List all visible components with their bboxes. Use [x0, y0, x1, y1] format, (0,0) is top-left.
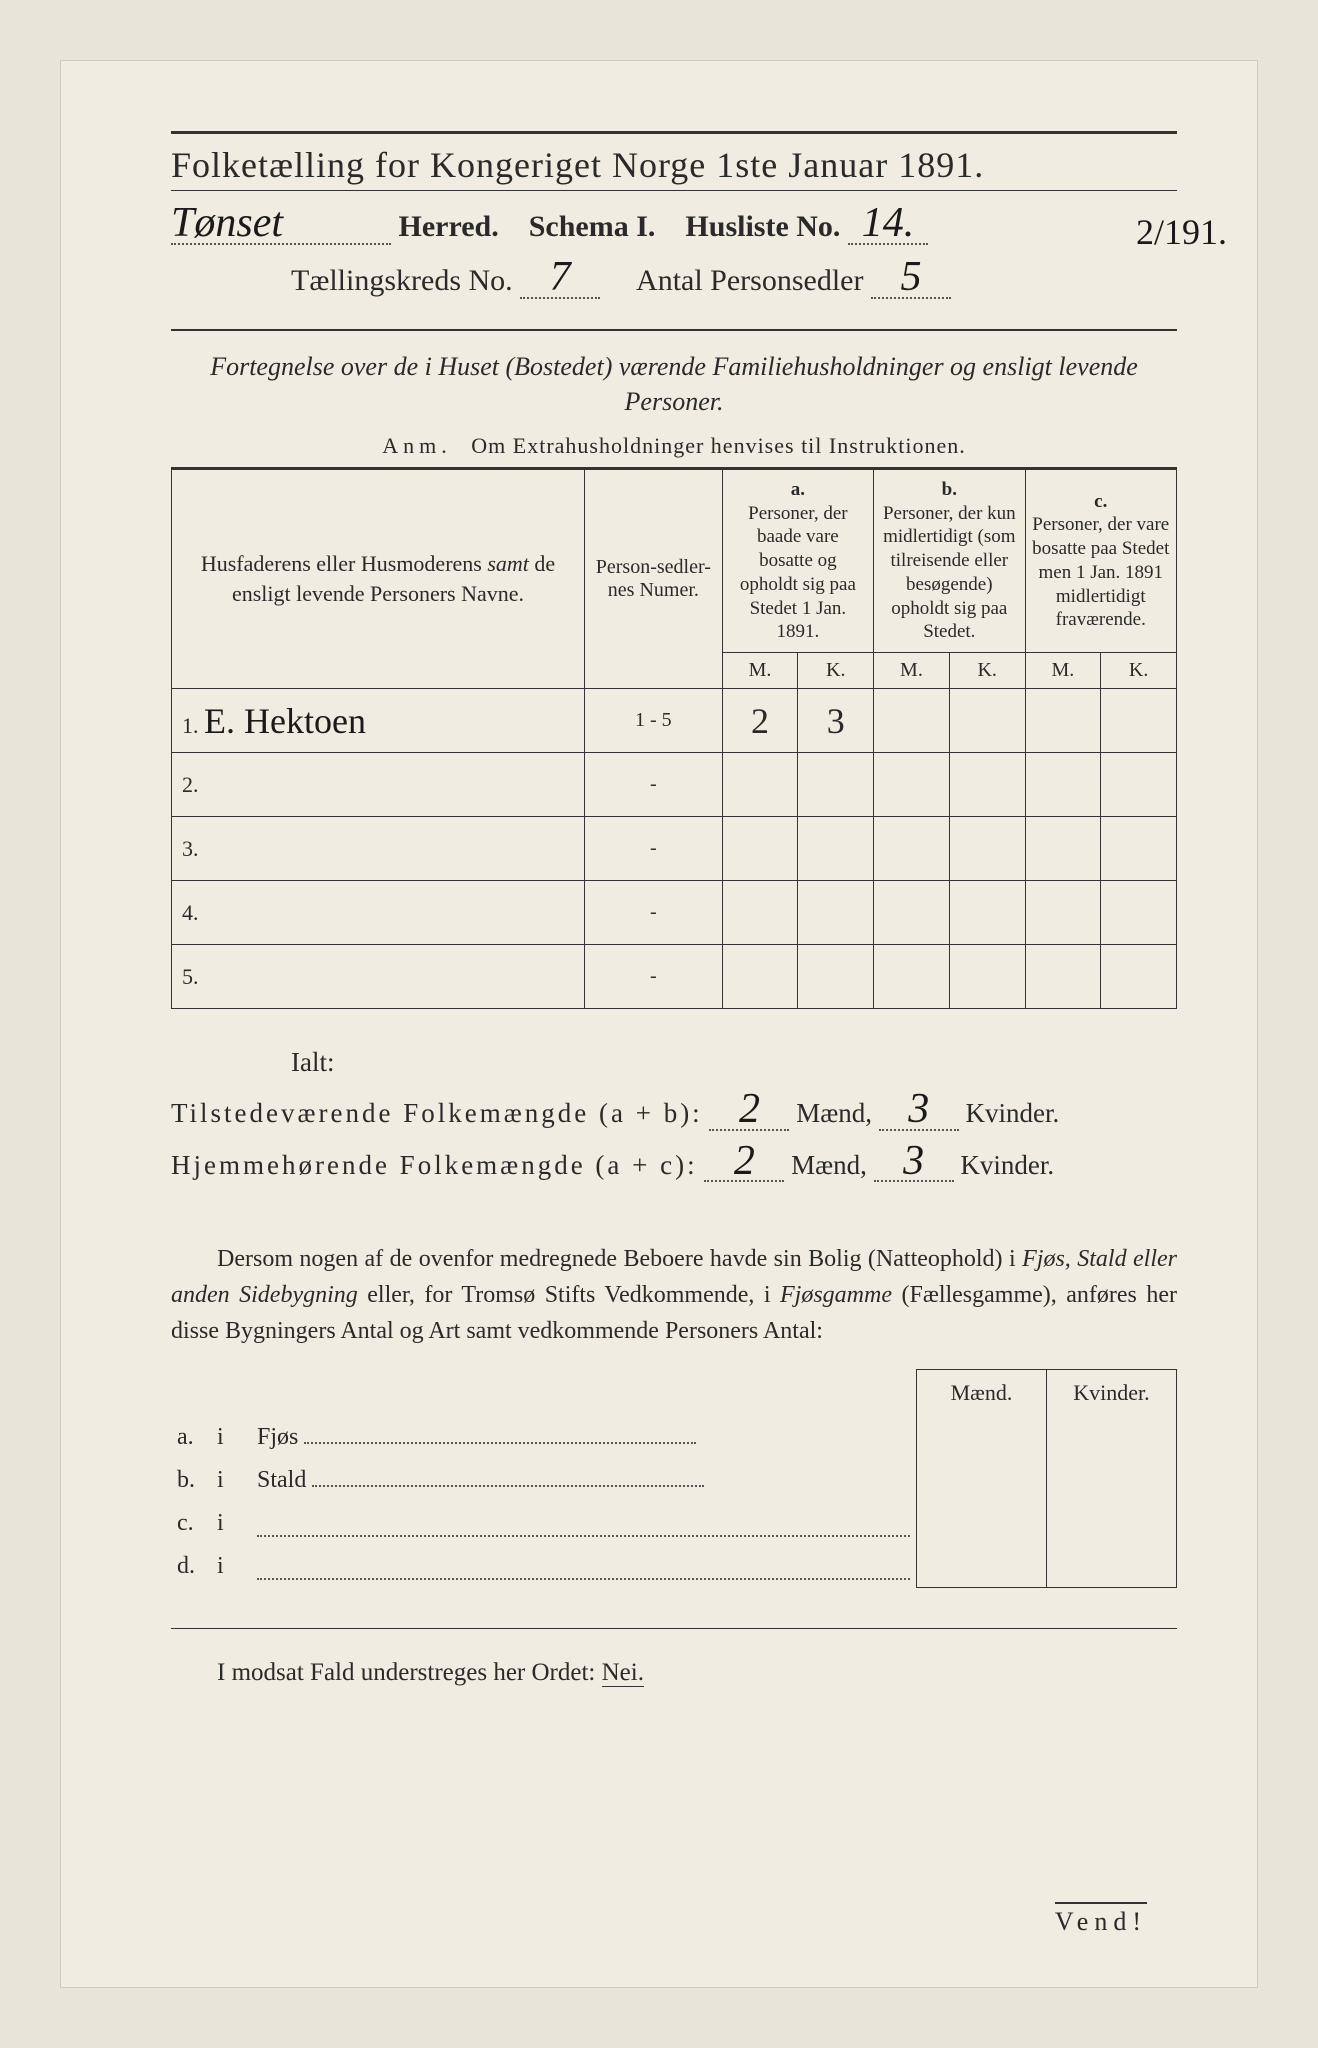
row-bm	[874, 689, 950, 753]
maend-label: Mænd,	[796, 1098, 872, 1128]
bygn-header: Mænd. Kvinder.	[171, 1369, 1177, 1416]
row-num: -	[585, 945, 723, 1009]
kreds-label: Tællingskreds No.	[291, 264, 513, 297]
page-title: Folketælling for Kongeriget Norge 1ste J…	[171, 131, 1177, 191]
form-line-1: Tønset Herred. Schema I. Husliste No. 14…	[171, 205, 1177, 245]
bygn-row: d. i	[171, 1545, 1177, 1588]
totals-block: Ialt: Tilstedeværende Folkemængde (a + b…	[171, 1037, 1177, 1191]
annotation-line: Anm. Om Extrahusholdninger henvises til …	[171, 433, 1177, 469]
kvinder-label: Kvinder.	[965, 1098, 1059, 1128]
modsat-text: I modsat Fald understreges her Ordet:	[217, 1659, 595, 1686]
col-a-header: a. Personer, der baade vare bosatte og o…	[722, 469, 873, 652]
herred-label: Herred.	[399, 210, 499, 243]
tilstede-k: 3	[879, 1091, 959, 1131]
row-name: 5.	[172, 945, 585, 1009]
row-name: 4.	[172, 881, 585, 945]
row-am: 2	[722, 689, 798, 753]
bygn-row: a. i Fjøs	[171, 1416, 1177, 1459]
antal-value: 5	[871, 259, 951, 299]
husliste-label: Husliste No.	[685, 210, 840, 243]
col-b-k: K.	[949, 653, 1025, 689]
col-c-k: K.	[1101, 653, 1177, 689]
hjemme-m: 2	[704, 1143, 784, 1183]
col-c-m: M.	[1025, 653, 1101, 689]
col-c-header: c. Personer, der vare bosatte paa Stedet…	[1025, 469, 1176, 652]
modsat-line: I modsat Fald understreges her Ordet: Ne…	[171, 1628, 1177, 1687]
tilstede-row: Tilstedeværende Folkemængde (a + b): 2 M…	[171, 1088, 1177, 1139]
col-b-m: M.	[874, 653, 950, 689]
anm-prefix: Anm.	[382, 433, 452, 458]
row-num: -	[585, 753, 723, 817]
table-row: 1. E. Hektoen 1 - 5 2 3	[172, 689, 1177, 753]
row-cm	[1025, 689, 1101, 753]
col-num-header: Person-sedler-nes Numer.	[585, 469, 723, 688]
building-paragraph: Dersom nogen af de ovenfor medregnede Be…	[171, 1241, 1177, 1349]
antal-label: Antal Personsedler	[636, 264, 863, 297]
bygn-kvinder-header: Kvinder.	[1047, 1369, 1177, 1416]
schema-label: Schema I.	[529, 210, 656, 243]
nei-word: Nei.	[602, 1659, 644, 1687]
table-row: 2. -	[172, 753, 1177, 817]
table-row: 4. -	[172, 881, 1177, 945]
col-b-header: b. Personer, der kun midlertidigt (som t…	[874, 469, 1025, 652]
margin-annotation: 2/191.	[1136, 211, 1227, 253]
census-form-page: Folketælling for Kongeriget Norge 1ste J…	[60, 60, 1258, 1988]
kreds-value: 7	[520, 259, 600, 299]
bygn-maend-header: Mænd.	[917, 1369, 1047, 1416]
kvinder-label: Kvinder.	[960, 1150, 1054, 1180]
col-a-k: K.	[798, 653, 874, 689]
subtitle: Fortegnelse over de i Huset (Bostedet) v…	[171, 329, 1177, 419]
tilstede-m: 2	[709, 1091, 789, 1131]
vend-label: Vend!	[1055, 1902, 1147, 1937]
hjemme-label: Hjemmehørende Folkemængde (a + c):	[171, 1150, 698, 1180]
main-table: Husfaderens eller Husmoderens samt de en…	[171, 469, 1177, 1009]
row-num: -	[585, 817, 723, 881]
row-name: 3.	[172, 817, 585, 881]
margin-note-value: 2/191.	[1136, 212, 1227, 252]
form-line-2: Tællingskreds No. 7 Antal Personsedler 5	[171, 259, 1177, 299]
title-text: Folketælling for Kongeriget Norge 1ste J…	[171, 145, 984, 185]
anm-text: Om Extrahusholdninger henvises til Instr…	[471, 433, 965, 458]
row-name: 1. E. Hektoen	[172, 689, 585, 753]
table-header-row-1: Husfaderens eller Husmoderens samt de en…	[172, 469, 1177, 652]
bygn-row: b. i Stald	[171, 1459, 1177, 1502]
row-bk	[949, 689, 1025, 753]
tilstede-label: Tilstedeværende Folkemængde (a + b):	[171, 1098, 703, 1128]
row-ck	[1101, 689, 1177, 753]
table-row: 5. -	[172, 945, 1177, 1009]
herred-value: Tønset	[171, 205, 391, 245]
maend-label: Mænd,	[791, 1150, 867, 1180]
col-a-m: M.	[722, 653, 798, 689]
col-names-header: Husfaderens eller Husmoderens samt de en…	[172, 469, 585, 688]
hjemme-row: Hjemmehørende Folkemængde (a + c): 2 Mæn…	[171, 1140, 1177, 1191]
row-num: 1 - 5	[585, 689, 723, 753]
bygn-row: c. i	[171, 1502, 1177, 1545]
building-table: Mænd. Kvinder. a. i Fjøs b. i Stald c. i…	[171, 1369, 1177, 1589]
row-num: -	[585, 881, 723, 945]
hjemme-k: 3	[874, 1143, 954, 1183]
row-ak: 3	[798, 689, 874, 753]
table-row: 3. -	[172, 817, 1177, 881]
husliste-value: 14.	[848, 205, 928, 245]
row-name: 2.	[172, 753, 585, 817]
ialt-label: Ialt:	[171, 1037, 1177, 1088]
